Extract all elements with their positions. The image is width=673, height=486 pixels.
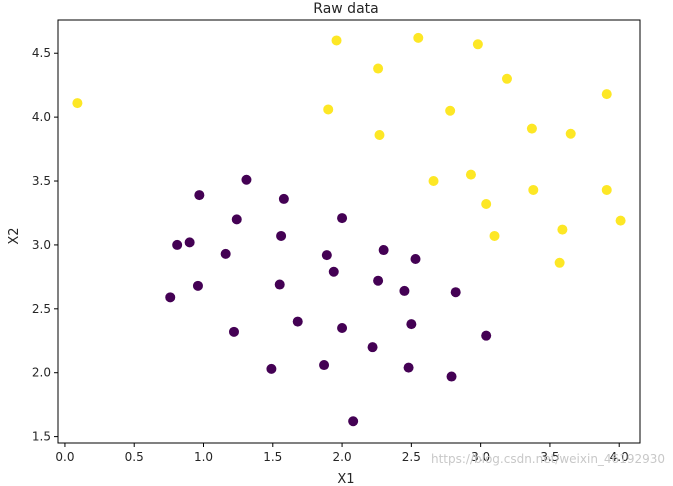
x-axis-label: X1 xyxy=(337,472,354,486)
scatter-point xyxy=(565,128,576,139)
y-tick-label: 3.5 xyxy=(32,174,51,188)
x-tick-label: 3.0 xyxy=(471,450,490,464)
scatter-point xyxy=(367,342,378,353)
scatter-point xyxy=(323,104,334,115)
scatter-point xyxy=(292,316,303,327)
scatter-point xyxy=(228,326,239,337)
scatter-point xyxy=(337,213,348,224)
scatter-point xyxy=(557,224,568,235)
scatter-point xyxy=(489,230,500,241)
scatter-point xyxy=(501,73,512,84)
x-tick-label: 0.0 xyxy=(55,450,74,464)
scatter-point xyxy=(601,89,612,100)
scatter-point xyxy=(445,105,456,116)
scatter-point xyxy=(172,239,183,250)
scatter-point xyxy=(331,35,342,46)
scatter-point xyxy=(373,63,384,74)
scatter-point xyxy=(450,287,461,298)
y-tick-label: 2.0 xyxy=(32,366,51,380)
scatter-point xyxy=(601,184,612,195)
scatter-point xyxy=(278,193,289,204)
x-tick-label: 0.5 xyxy=(125,450,144,464)
x-tick-label: 1.0 xyxy=(194,450,213,464)
y-tick-label: 4.5 xyxy=(32,46,51,60)
y-tick-label: 4.0 xyxy=(32,110,51,124)
scatter-point xyxy=(528,184,539,195)
scatter-point xyxy=(428,176,439,187)
scatter-point xyxy=(194,190,205,201)
x-tick-label: 2.5 xyxy=(402,450,421,464)
scatter-point xyxy=(472,39,483,50)
scatter-point xyxy=(378,245,389,256)
y-axis-label: X2 xyxy=(7,227,22,244)
scatter-point xyxy=(337,322,348,333)
scatter-point xyxy=(399,285,410,296)
scatter-point xyxy=(165,292,176,303)
scatter-point xyxy=(481,330,492,341)
scatter-point xyxy=(72,98,83,109)
x-tick-label: 4.0 xyxy=(610,450,629,464)
y-tick-label: 3.0 xyxy=(32,238,51,252)
scatter-point xyxy=(319,360,330,371)
scatter-point xyxy=(328,266,339,277)
y-tick-label: 1.5 xyxy=(32,430,51,444)
scatter-point xyxy=(276,230,287,241)
scatter-point xyxy=(526,123,537,134)
y-tick-label: 2.5 xyxy=(32,302,51,316)
watermark: https://blog.csdn.net/weixin_46192930 xyxy=(430,452,665,466)
scatter-point xyxy=(321,250,332,261)
scatter-point xyxy=(241,174,252,185)
scatter-point xyxy=(266,363,277,374)
scatter-point xyxy=(406,319,417,330)
scatter-point xyxy=(410,253,421,264)
scatter-point xyxy=(554,257,565,268)
axes-frame xyxy=(57,19,641,444)
scatter-point xyxy=(465,169,476,180)
x-tick-label: 1.5 xyxy=(263,450,282,464)
scatter-point xyxy=(446,371,457,382)
scatter-point xyxy=(231,214,242,225)
scatter-point xyxy=(615,215,626,226)
scatter-point xyxy=(373,275,384,286)
scatter-point xyxy=(184,237,195,248)
x-tick-label: 3.5 xyxy=(540,450,559,464)
scatter-point xyxy=(413,32,424,43)
scatter-point xyxy=(348,416,359,427)
plot-area xyxy=(72,32,626,427)
chart-title: Raw data xyxy=(313,1,378,17)
y-axis: 1.5 2.0 2.5 3.0 3.5 4.0 4.5 xyxy=(32,46,58,444)
scatter-point xyxy=(192,280,203,291)
scatter-point xyxy=(403,362,414,373)
scatter-point xyxy=(220,248,231,259)
x-tick-label: 2.0 xyxy=(333,450,352,464)
scatter-point xyxy=(481,199,492,210)
scatter-point xyxy=(274,279,285,290)
x-axis: 0.0 0.5 1.0 1.5 2.0 2.5 3.0 3.5 4.0 xyxy=(55,443,629,464)
scatter-point xyxy=(374,130,385,141)
